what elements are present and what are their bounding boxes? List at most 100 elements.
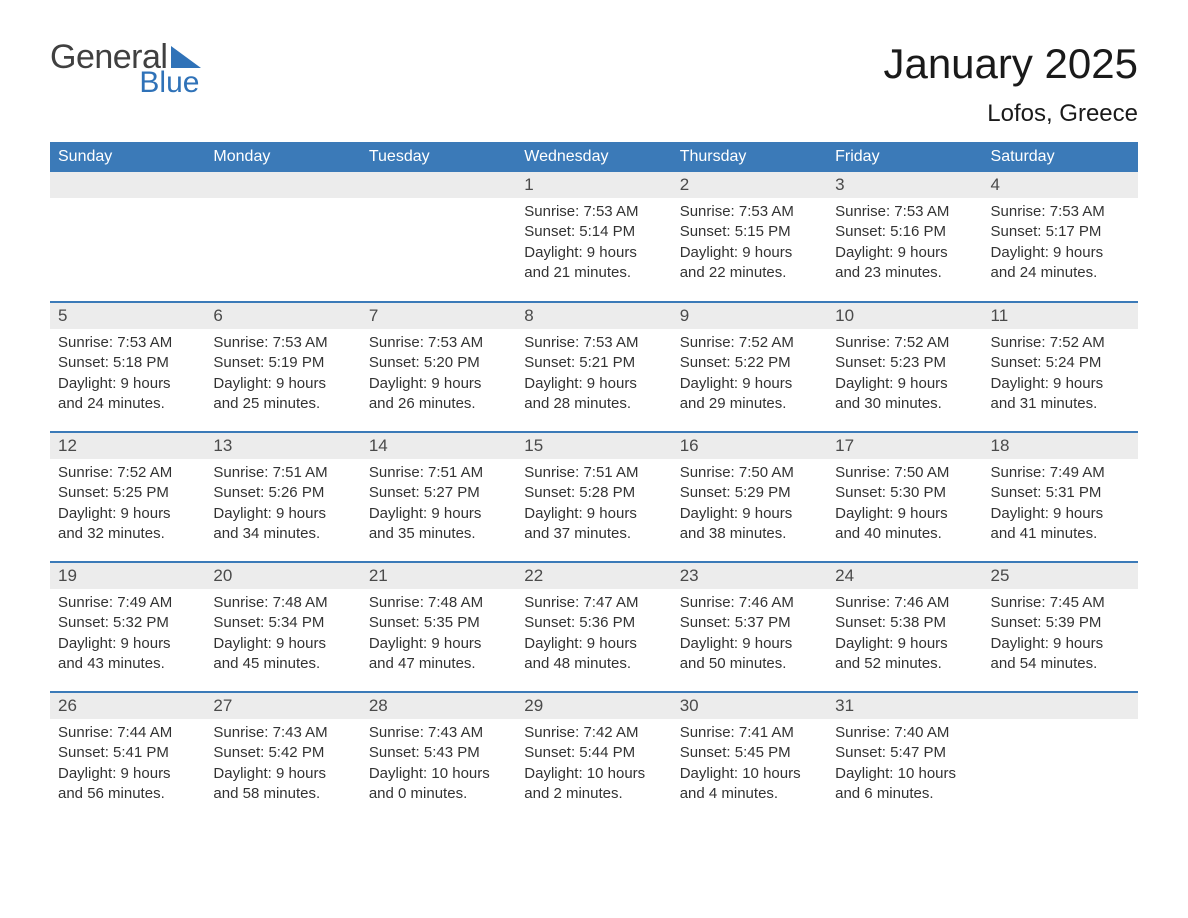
calendar-cell: 3Sunrise: 7:53 AMSunset: 5:16 PMDaylight… [827, 172, 982, 302]
sunrise-line: Sunrise: 7:51 AM [213, 463, 352, 483]
daylight-line: Daylight: 9 hours and 24 minutes. [991, 243, 1130, 284]
day-number: 14 [361, 433, 516, 459]
calendar-cell: . [983, 692, 1138, 822]
daylight-line: Daylight: 9 hours and 29 minutes. [680, 374, 819, 415]
day-number: 23 [672, 563, 827, 589]
day-details: Sunrise: 7:52 AMSunset: 5:22 PMDaylight:… [672, 329, 827, 422]
calendar-cell: 11Sunrise: 7:52 AMSunset: 5:24 PMDayligh… [983, 302, 1138, 432]
sunset-line: Sunset: 5:26 PM [213, 483, 352, 503]
day-number: 20 [205, 563, 360, 589]
day-number: 18 [983, 433, 1138, 459]
day-number: 9 [672, 303, 827, 329]
day-header: Monday [205, 142, 360, 172]
calendar-cell: 5Sunrise: 7:53 AMSunset: 5:18 PMDaylight… [50, 302, 205, 432]
header: General Blue January 2025 Lofos, Greece [50, 40, 1138, 138]
location-label: Lofos, Greece [883, 100, 1138, 128]
sunset-line: Sunset: 5:14 PM [524, 222, 663, 242]
calendar-cell: 31 Sunrise: 7:40 AMSunset: 5:47 PMDayligh… [827, 692, 982, 822]
day-number: . [361, 172, 516, 198]
sunset-line: Sunset: 5:32 PM [58, 613, 197, 633]
day-details: Sunrise: 7:53 AMSunset: 5:14 PMDaylight:… [516, 198, 671, 291]
day-number: 11 [983, 303, 1138, 329]
day-number: . [205, 172, 360, 198]
calendar-cell: 15Sunrise: 7:51 AMSunset: 5:28 PMDayligh… [516, 432, 671, 562]
calendar-cell: . [361, 172, 516, 302]
sunrise-line: Sunrise: 7:43 AM [369, 723, 508, 743]
day-number: 19 [50, 563, 205, 589]
calendar-cell: 17Sunrise: 7:50 AMSunset: 5:30 PMDayligh… [827, 432, 982, 562]
day-details: Sunrise: 7:51 AMSunset: 5:28 PMDaylight:… [516, 459, 671, 552]
day-number: 10 [827, 303, 982, 329]
calendar-cell: 1Sunrise: 7:53 AMSunset: 5:14 PMDaylight… [516, 172, 671, 302]
sunset-line: Sunset: 5:18 PM [58, 353, 197, 373]
calendar-body: ...1Sunrise: 7:53 AMSunset: 5:14 PMDayli… [50, 172, 1138, 822]
day-number: 5 [50, 303, 205, 329]
calendar-cell: 20Sunrise: 7:48 AMSunset: 5:34 PMDayligh… [205, 562, 360, 692]
day-number: 25 [983, 563, 1138, 589]
daylight-line: Daylight: 9 hours and 41 minutes. [991, 504, 1130, 545]
daylight-line: Daylight: 9 hours and 21 minutes. [524, 243, 663, 284]
calendar-cell: 7Sunrise: 7:53 AMSunset: 5:20 PMDaylight… [361, 302, 516, 432]
daylight-line: Daylight: 10 hours and 4 minutes. [680, 764, 819, 805]
day-number: 1 [516, 172, 671, 198]
calendar-cell: 9Sunrise: 7:52 AMSunset: 5:22 PMDaylight… [672, 302, 827, 432]
calendar-cell: 29Sunrise: 7:42 AMSunset: 5:44 PMDayligh… [516, 692, 671, 822]
calendar-cell: 12Sunrise: 7:52 AMSunset: 5:25 PMDayligh… [50, 432, 205, 562]
day-number: 7 [361, 303, 516, 329]
sunrise-line: Sunrise: 7:53 AM [213, 333, 352, 353]
sunrise-line: Sunrise: 7:51 AM [524, 463, 663, 483]
day-details: Sunrise: 7:53 AMSunset: 5:18 PMDaylight:… [50, 329, 205, 422]
sunrise-line: Sunrise: 7:48 AM [369, 593, 508, 613]
calendar-cell: 8Sunrise: 7:53 AMSunset: 5:21 PMDaylight… [516, 302, 671, 432]
day-number: 21 [361, 563, 516, 589]
daylight-line: Daylight: 9 hours and 58 minutes. [213, 764, 352, 805]
calendar-week: 26Sunrise: 7:44 AMSunset: 5:41 PMDayligh… [50, 692, 1138, 822]
daylight-line: Daylight: 10 hours and 6 minutes. [835, 764, 974, 805]
day-number: . [983, 693, 1138, 719]
day-number: 31 [827, 693, 982, 719]
calendar-cell: 2Sunrise: 7:53 AMSunset: 5:15 PMDaylight… [672, 172, 827, 302]
daylight-line: Daylight: 9 hours and 40 minutes. [835, 504, 974, 545]
sunset-line: Sunset: 5:41 PM [58, 743, 197, 763]
sunrise-line: Sunrise: 7:53 AM [835, 202, 974, 222]
sunrise-line: Sunrise: 7:49 AM [58, 593, 197, 613]
daylight-line: Daylight: 10 hours and 2 minutes. [524, 764, 663, 805]
day-details: Sunrise: 7:47 AMSunset: 5:36 PMDaylight:… [516, 589, 671, 682]
daylight-line: Daylight: 9 hours and 45 minutes. [213, 634, 352, 675]
sunset-line: Sunset: 5:37 PM [680, 613, 819, 633]
day-details: Sunrise: 7:52 AMSunset: 5:24 PMDaylight:… [983, 329, 1138, 422]
sunset-line: Sunset: 5:45 PM [680, 743, 819, 763]
sunrise-line: Sunrise: 7:52 AM [58, 463, 197, 483]
daylight-line: Daylight: 9 hours and 48 minutes. [524, 634, 663, 675]
sunrise-line: Sunrise: 7:52 AM [991, 333, 1130, 353]
calendar-cell: 6Sunrise: 7:53 AMSunset: 5:19 PMDaylight… [205, 302, 360, 432]
sunset-line: Sunset: 5:47 PM [835, 743, 974, 763]
sunrise-line: Sunrise: 7:40 AM [835, 723, 974, 743]
sunset-line: Sunset: 5:30 PM [835, 483, 974, 503]
calendar-cell: 18Sunrise: 7:49 AMSunset: 5:31 PMDayligh… [983, 432, 1138, 562]
brand-logo: General Blue [50, 40, 201, 98]
sunrise-line: Sunrise: 7:53 AM [524, 333, 663, 353]
sunrise-line: Sunrise: 7:52 AM [835, 333, 974, 353]
sunset-line: Sunset: 5:19 PM [213, 353, 352, 373]
daylight-line: Daylight: 9 hours and 52 minutes. [835, 634, 974, 675]
sunrise-line: Sunrise: 7:53 AM [680, 202, 819, 222]
day-header: Tuesday [361, 142, 516, 172]
day-details: Sunrise: 7:43 AMSunset: 5:42 PMDaylight:… [205, 719, 360, 812]
day-details: Sunrise: 7:53 AMSunset: 5:16 PMDaylight:… [827, 198, 982, 291]
sunrise-line: Sunrise: 7:46 AM [835, 593, 974, 613]
sunset-line: Sunset: 5:23 PM [835, 353, 974, 373]
day-header: Friday [827, 142, 982, 172]
calendar-cell: 4Sunrise: 7:53 AMSunset: 5:17 PMDaylight… [983, 172, 1138, 302]
sunset-line: Sunset: 5:27 PM [369, 483, 508, 503]
day-details: Sunrise: 7:52 AMSunset: 5:23 PMDaylight:… [827, 329, 982, 422]
sunrise-line: Sunrise: 7:50 AM [835, 463, 974, 483]
sunset-line: Sunset: 5:15 PM [680, 222, 819, 242]
daylight-line: Daylight: 9 hours and 31 minutes. [991, 374, 1130, 415]
day-details: Sunrise: 7:52 AMSunset: 5:25 PMDaylight:… [50, 459, 205, 552]
daylight-line: Daylight: 9 hours and 50 minutes. [680, 634, 819, 675]
daylight-line: Daylight: 9 hours and 25 minutes. [213, 374, 352, 415]
day-number: 16 [672, 433, 827, 459]
sunset-line: Sunset: 5:36 PM [524, 613, 663, 633]
calendar-cell: 21Sunrise: 7:48 AMSunset: 5:35 PMDayligh… [361, 562, 516, 692]
